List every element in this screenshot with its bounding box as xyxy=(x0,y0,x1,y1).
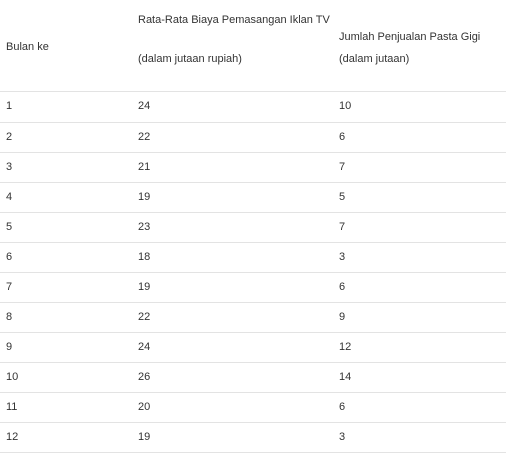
cell-bulan: 4 xyxy=(6,191,13,203)
cell-bulan: 8 xyxy=(6,311,13,323)
cell-biaya: 19 xyxy=(138,431,151,443)
table-row: 2 22 6 xyxy=(0,123,506,153)
cell-biaya: 23 xyxy=(138,221,151,233)
cell-bulan: 5 xyxy=(6,221,13,233)
table-row: 1 24 10 xyxy=(0,92,506,123)
cell-penjualan: 6 xyxy=(339,131,346,143)
cell-biaya: 22 xyxy=(138,131,151,143)
cell-bulan: 3 xyxy=(6,161,13,173)
cell-biaya: 19 xyxy=(138,191,151,203)
cell-bulan: 11 xyxy=(6,401,18,413)
cell-bulan: 10 xyxy=(6,371,19,383)
cell-penjualan: 3 xyxy=(339,251,346,263)
table-row: 12 19 3 xyxy=(0,423,506,453)
cell-biaya: 22 xyxy=(138,311,151,323)
table-row: 4 19 5 xyxy=(0,183,506,213)
table-row: 10 26 14 xyxy=(0,363,506,393)
table-row: 8 22 9 xyxy=(0,303,506,333)
cell-penjualan: 10 xyxy=(339,100,352,112)
cell-penjualan: 12 xyxy=(339,341,352,353)
cell-penjualan: 7 xyxy=(339,161,346,173)
cell-biaya: 19 xyxy=(138,281,151,293)
table-header-row: Bulan ke Rata-Rata Biaya Pemasangan Ikla… xyxy=(0,0,506,92)
header-biaya-title: Rata-Rata Biaya Pemasangan Iklan TV xyxy=(138,14,330,26)
cell-bulan: 1 xyxy=(6,100,13,112)
data-table: Bulan ke Rata-Rata Biaya Pemasangan Ikla… xyxy=(0,0,506,453)
cell-biaya: 26 xyxy=(138,371,151,383)
cell-penjualan: 6 xyxy=(339,401,346,413)
table-row: 7 19 6 xyxy=(0,273,506,303)
cell-penjualan: 7 xyxy=(339,221,346,233)
cell-bulan: 7 xyxy=(6,281,13,293)
table-row: 9 24 12 xyxy=(0,333,506,363)
cell-penjualan: 5 xyxy=(339,191,346,203)
header-bulan: Bulan ke xyxy=(6,41,49,53)
table-row: 11 20 6 xyxy=(0,393,506,423)
cell-penjualan: 14 xyxy=(339,371,352,383)
cell-biaya: 24 xyxy=(138,100,151,112)
cell-bulan: 2 xyxy=(6,131,13,143)
table-row: 5 23 7 xyxy=(0,213,506,243)
cell-bulan: 6 xyxy=(6,251,13,263)
header-penjualan-unit: (dalam jutaan) xyxy=(339,53,410,65)
table-row: 6 18 3 xyxy=(0,243,506,273)
cell-biaya: 18 xyxy=(138,251,151,263)
header-biaya-unit: (dalam jutaan rupiah) xyxy=(138,53,242,65)
cell-penjualan: 9 xyxy=(339,311,346,323)
cell-bulan: 12 xyxy=(6,431,19,443)
cell-biaya: 20 xyxy=(138,401,151,413)
cell-bulan: 9 xyxy=(6,341,13,353)
table-body: 1 24 10 2 22 6 3 21 7 4 19 5 5 23 7 6 18 3 7 19 6 8 22 9 9 24 12 10… xyxy=(0,92,506,453)
cell-biaya: 24 xyxy=(138,341,151,353)
header-penjualan-title: Jumlah Penjualan Pasta Gigi xyxy=(339,31,481,43)
cell-biaya: 21 xyxy=(138,161,151,173)
table-row: 3 21 7 xyxy=(0,153,506,183)
cell-penjualan: 3 xyxy=(339,431,346,443)
cell-penjualan: 6 xyxy=(339,281,346,293)
